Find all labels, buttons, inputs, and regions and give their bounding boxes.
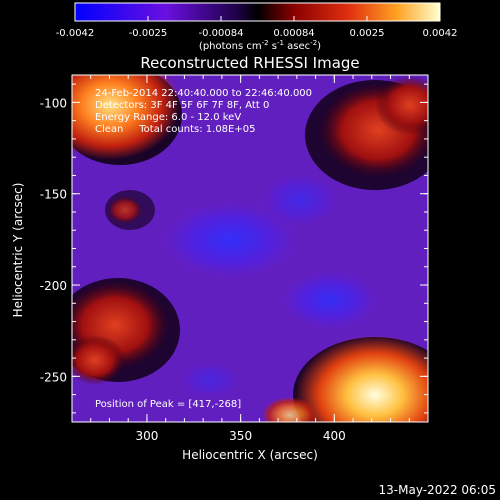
heatmap-image bbox=[72, 75, 428, 422]
x-tick-label: 350 bbox=[229, 429, 252, 443]
info-line-detectors: Detectors: 3F 4F 5F 6F 7F 8F, Att 0 bbox=[95, 100, 269, 111]
colorbar-tick-label: 0.00084 bbox=[273, 28, 314, 39]
y-tick-label: -200 bbox=[40, 279, 67, 293]
x-axis-ticks bbox=[90, 75, 410, 422]
y-axis-tick-labels: -100 -150 -200 -250 bbox=[40, 96, 67, 384]
y-tick-label: -100 bbox=[40, 96, 67, 110]
info-line-energy: Energy Range: 6.0 - 12.0 keV bbox=[95, 112, 241, 123]
colorbar-tick-label: -0.00084 bbox=[199, 28, 244, 39]
y-tick-label: -250 bbox=[40, 370, 67, 384]
info-line-counts: Clean Total counts: 1.08E+05 bbox=[95, 124, 255, 135]
x-axis-label: Heliocentric X (arcsec) bbox=[182, 448, 318, 462]
date-stamp: 13-May-2022 06:05 bbox=[379, 483, 496, 497]
peak-position: Position of Peak = [417,-268] bbox=[95, 399, 241, 410]
info-block: 24-Feb-2014 22:40:40.000 to 22:46:40.000… bbox=[95, 88, 312, 135]
colorbar bbox=[74, 2, 441, 22]
x-axis-tick-labels: 300 350 400 bbox=[135, 429, 345, 443]
y-tick-label: -150 bbox=[40, 188, 67, 202]
colorbar-tick-label: 0.0025 bbox=[350, 28, 385, 39]
colorbar-tick-labels: -0.0042 -0.0025 -0.00084 0.00084 0.0025 0.004… bbox=[56, 28, 458, 39]
colorbar-unit-label: (photons cm-2 s-1 asec-2) bbox=[199, 39, 321, 52]
x-tick-label: 300 bbox=[135, 429, 158, 443]
colorbar-tick-label: -0.0025 bbox=[129, 28, 168, 39]
y-axis-ticks bbox=[72, 83, 428, 414]
colorbar-tick-label: -0.0042 bbox=[56, 28, 95, 39]
plot-title: Reconstructed RHESSI Image bbox=[140, 54, 359, 72]
colorbar-ticks bbox=[74, 16, 441, 21]
y-axis-label: Heliocentric Y (arcsec) bbox=[11, 183, 25, 318]
colorbar-tick-label: 0.0042 bbox=[423, 28, 458, 39]
info-line-time: 24-Feb-2014 22:40:40.000 to 22:46:40.000 bbox=[95, 88, 312, 99]
x-tick-label: 400 bbox=[323, 429, 346, 443]
